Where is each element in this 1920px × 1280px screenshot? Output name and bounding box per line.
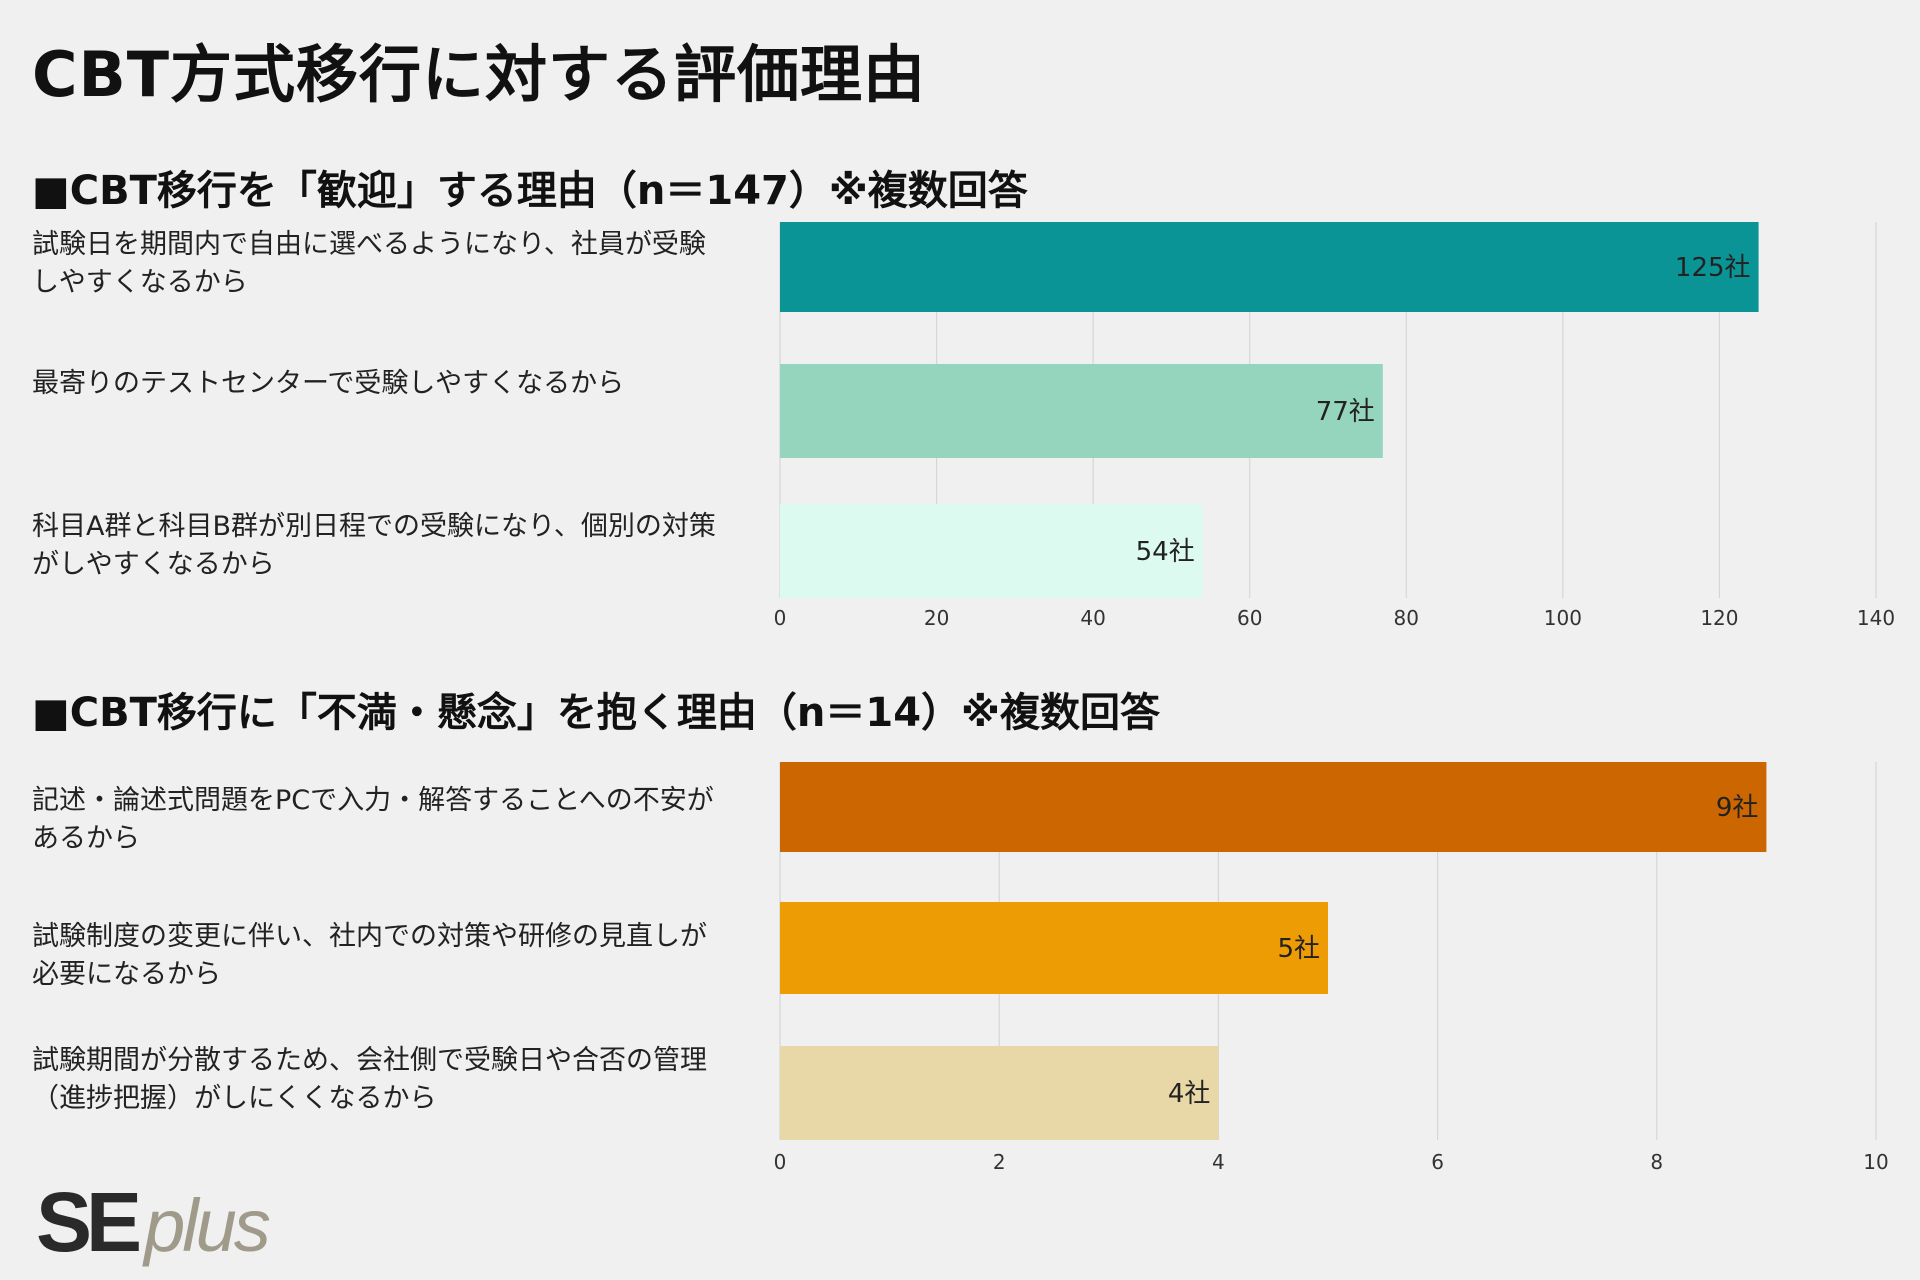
concern-x-tick-label: 6: [1431, 1150, 1444, 1174]
welcome-bar-2: [780, 364, 1383, 458]
welcome-category-label-1: 試験日を期間内で自由に選べるようになり、社員が受験しやすくなるから: [32, 229, 706, 298]
welcome-bar-value-label-1: 125社: [1675, 253, 1751, 283]
welcome-chart-title: ■CBT移行を「歓迎」する理由（n＝147）※複数回答: [32, 168, 1028, 214]
concern-bar-value-label-2: 5社: [1277, 934, 1320, 964]
welcome-bar-1: [780, 222, 1759, 312]
welcome-x-tick-label: 60: [1237, 606, 1262, 630]
welcome-x-tick-label: 80: [1394, 606, 1419, 630]
concern-chart-title: ■CBT移行に「不満・懸念」を抱く理由（n＝14）※複数回答: [32, 690, 1160, 736]
welcome-bar-value-label-2: 77社: [1316, 397, 1375, 427]
welcome-x-tick-label: 120: [1700, 606, 1738, 630]
logo-se-text: SE: [36, 1175, 142, 1269]
logo-plus-text: plus: [144, 1184, 271, 1267]
concern-x-tick-label: 4: [1212, 1150, 1225, 1174]
welcome-bar-3: [780, 504, 1203, 598]
concern-category-label-3: 試験期間が分散するため、会社側で受験日や合否の管理（進捗把握）がしにくくなるから: [32, 1045, 707, 1114]
concern-bar-value-label-1: 9社: [1716, 793, 1759, 823]
welcome-bar-chart: 0 20 40 60 80 100 120 140 125社 77社 54社: [774, 222, 1895, 630]
concern-bar-3: [780, 1046, 1219, 1140]
page-title: CBT方式移行に対する評価理由: [32, 38, 927, 111]
welcome-x-tick-label: 100: [1544, 606, 1582, 630]
welcome-x-tick-label: 0: [774, 606, 787, 630]
welcome-category-label-3: 科目A群と科目B群が別日程での受験になり、個別の対策がしやすくなるから: [32, 511, 716, 580]
welcome-x-tick-label: 140: [1857, 606, 1895, 630]
concern-category-label-1: 記述・論述式問題をPCで入力・解答することへの不安があるから: [32, 785, 714, 854]
concern-bar-2: [780, 902, 1328, 994]
concern-bar-1: [780, 762, 1767, 852]
concern-x-tick-label: 2: [993, 1150, 1006, 1174]
welcome-category-label-2: 最寄りのテストセンターで受験しやすくなるから: [32, 368, 625, 399]
concern-x-tick-label: 0: [774, 1150, 787, 1174]
concern-x-tick-label: 8: [1650, 1150, 1663, 1174]
concern-category-label-2: 試験制度の変更に伴い、社内での対策や研修の見直しが必要になるから: [32, 921, 707, 990]
welcome-bar-value-label-3: 54社: [1136, 537, 1195, 567]
concern-bar-chart: 0 2 4 6 8 10 9社 5社 4社: [774, 762, 1889, 1174]
concern-reasons-section: ■CBT移行に「不満・懸念」を抱く理由（n＝14）※複数回答 記述・論述式問題を…: [0, 680, 1920, 1180]
welcome-x-tick-label: 20: [924, 606, 949, 630]
seplus-logo: SE plus: [36, 1175, 271, 1269]
concern-x-tick-label: 10: [1863, 1150, 1888, 1174]
welcome-x-tick-label: 40: [1080, 606, 1105, 630]
concern-bar-value-label-3: 4社: [1168, 1079, 1211, 1109]
welcome-reasons-section: ■CBT移行を「歓迎」する理由（n＝147）※複数回答 試験日を期間内で自由に選…: [0, 158, 1920, 638]
